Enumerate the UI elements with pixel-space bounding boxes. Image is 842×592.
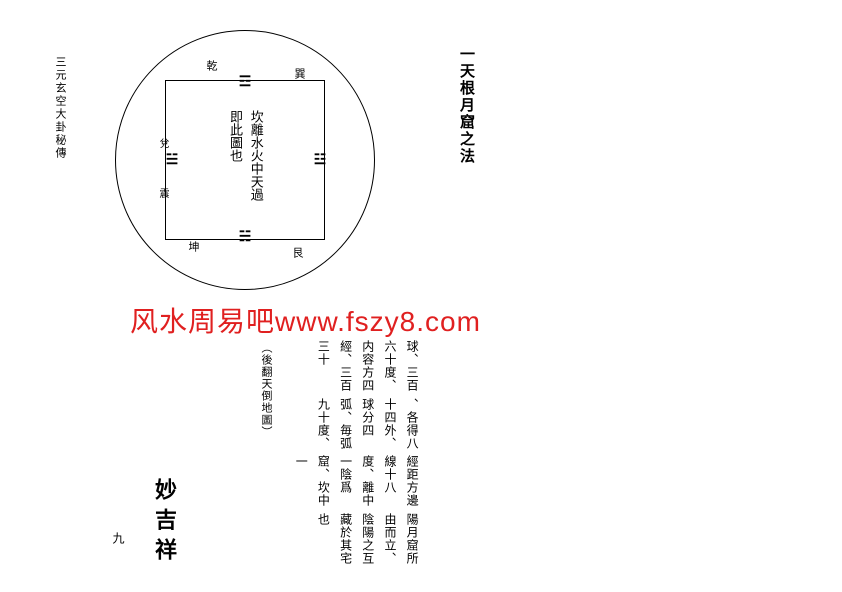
diagram-center-text: 坎離水火中天過即此圖也 — [224, 110, 266, 210]
body-col-3: 經距方邊線十八度、離中一陰爲窟、坎中一 — [290, 455, 423, 513]
corner-label-kun: 坤 — [185, 241, 201, 252]
trigram-right: ☳ — [311, 152, 327, 168]
corner-label-gen: 艮 — [289, 247, 305, 258]
book-title-column: 三元玄空大卦秘傳 — [52, 56, 68, 160]
page-root: 三元玄空大卦秘傳 一天根月窟之法 坎離水火中天過即此圖也 ☲ ☵ ☱ ☳ 乾 巽… — [0, 0, 842, 592]
parenthetical-note: ︵後翻天倒地圖︶ — [258, 342, 274, 438]
body-col-4: 陽月窟所由而立、陰陽之互藏於其宅也 — [290, 513, 423, 571]
circle-square-diagram: 坎離水火中天過即此圖也 ☲ ☵ ☱ ☳ 乾 巽 坤 艮 兌 震 — [115, 30, 375, 290]
watermark-text: 风水周易吧www.fszy8.com — [130, 300, 481, 340]
body-text-block: 球、三百六十度、内容方四經、三百三十 、各得八十四外、球分四弧、毎弧九十度、 經… — [290, 340, 423, 570]
body-col-1: 球、三百六十度、内容方四經、三百三十 — [290, 340, 423, 398]
trigram-left: ☱ — [163, 152, 179, 168]
seal-calligraphy: 妙吉祥 — [148, 478, 180, 568]
corner-label-xun: 巽 — [291, 68, 307, 79]
body-col-2: 、各得八十四外、球分四弧、毎弧九十度、 — [290, 398, 423, 456]
edge-label-dui: 兌 — [155, 138, 170, 148]
trigram-top: ☲ — [239, 74, 252, 91]
edge-label-zhen: 震 — [155, 188, 170, 198]
section-title: 一天根月窟之法 — [456, 46, 477, 165]
trigram-bottom: ☵ — [239, 229, 252, 246]
corner-label-qian: 乾 — [203, 60, 219, 71]
page-number: 九 — [110, 532, 127, 544]
